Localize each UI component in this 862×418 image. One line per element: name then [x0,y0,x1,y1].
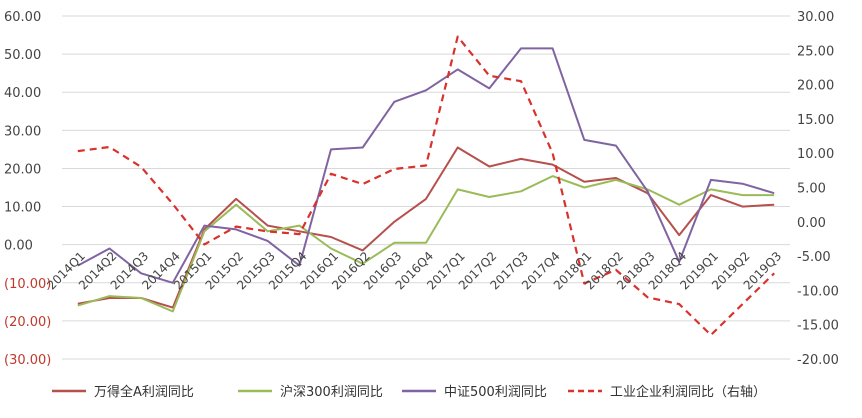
left-tick-label: 30.00 [4,124,41,139]
legend-label-0: 万得全A利润同比 [94,384,194,400]
grid [62,15,790,360]
series-lines [77,35,775,337]
left-tick-label: (10.00) [4,277,51,292]
left-tick-label: (20.00) [4,315,51,330]
left-tick-label: 60.00 [4,10,41,25]
series-line-1 [77,175,775,313]
right-tick-label: -5.00 [797,250,831,265]
left-tick-label: 10.00 [4,201,41,216]
right-tick-label: 30.00 [797,10,834,25]
left-tick-label: 0.00 [4,239,33,254]
right-tick-label: -10.00 [797,284,839,299]
left-tick-label: 20.00 [4,162,41,177]
right-tick-label: 5.00 [797,182,826,197]
legend: 万得全A利润同比 沪深300利润同比 中证500利润同比 工业企业利润同比（右轴） [52,384,766,400]
legend-label-2: 中证500利润同比 [444,385,547,400]
right-tick-label: 15.00 [797,113,834,128]
right-tick-label: 0.00 [797,216,826,231]
right-tick-label: -15.00 [797,319,839,334]
left-tick-label: 50.00 [4,48,41,63]
series-line-3 [77,35,775,337]
right-tick-label: -20.00 [797,353,839,368]
legend-label-1: 沪深300利润同比 [280,384,383,400]
left-axis-ticks: 60.00 50.00 40.00 30.00 20.00 10.00 0.00 (10.00… [4,10,51,368]
left-tick-label: (30.00) [4,353,51,368]
x-axis-ticks: 2014Q12014Q22014Q32014Q42015Q12015Q22015… [44,249,784,293]
right-tick-label: 10.00 [797,147,834,162]
left-tick-label: 40.00 [4,86,41,101]
series-line-2 [77,47,775,284]
right-axis-ticks: 30.00 25.00 20.00 15.00 10.00 5.00 0.00 -5.00 -1… [797,10,839,368]
legend-label-3: 工业企业利润同比（右轴） [610,384,766,400]
right-tick-label: 25.00 [797,44,834,59]
right-tick-label: 20.00 [797,79,834,94]
